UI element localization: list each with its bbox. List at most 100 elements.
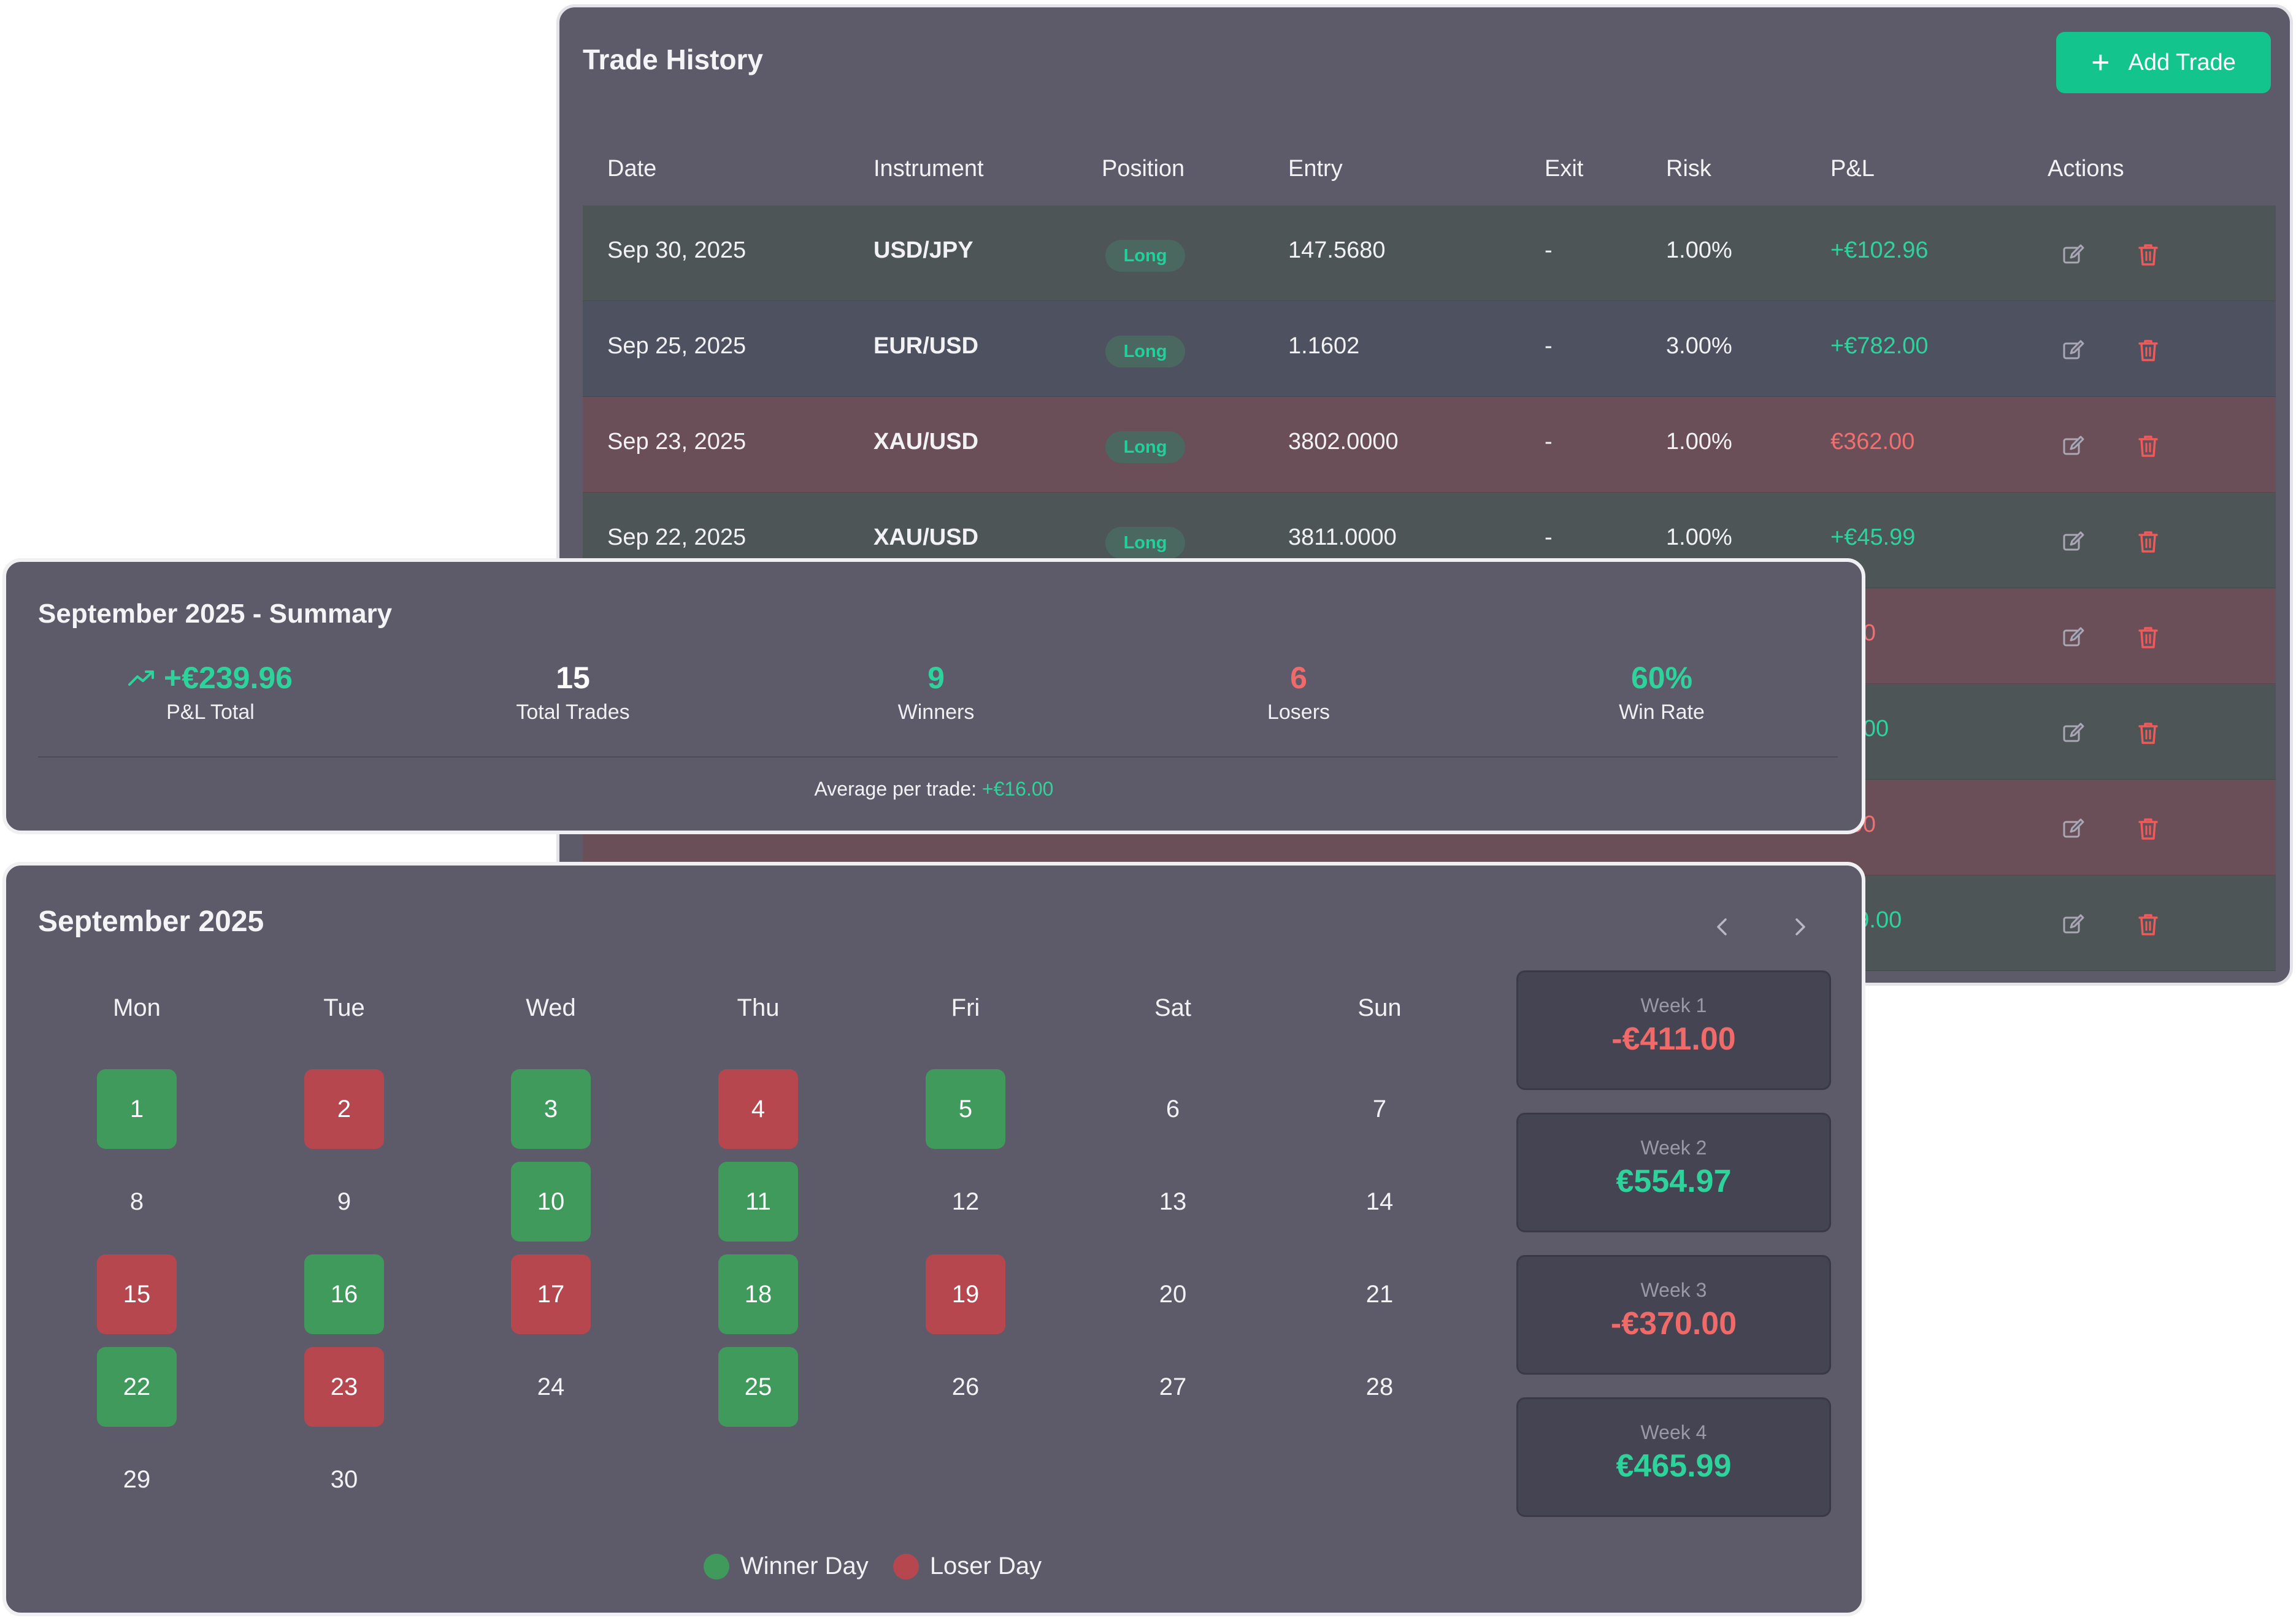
edit-icon[interactable] xyxy=(2055,428,2092,464)
edit-icon[interactable] xyxy=(2055,236,2092,273)
calendar-day[interactable]: 21 xyxy=(1365,1281,1394,1308)
week-pnl: -€370.00 xyxy=(1610,1306,1737,1342)
column-header-exit[interactable]: Exit xyxy=(1545,156,1584,182)
legend-loser-day: Loser Day xyxy=(893,1553,1042,1580)
edit-icon[interactable] xyxy=(2055,906,2092,943)
calendar-day[interactable]: 8 xyxy=(129,1188,144,1215)
legend-dot xyxy=(893,1553,919,1580)
column-header-instrument[interactable]: Instrument xyxy=(873,156,984,182)
calendar-day[interactable]: 1 xyxy=(97,1069,177,1149)
calendar-day[interactable]: 26 xyxy=(951,1373,980,1400)
trash-icon[interactable] xyxy=(2130,428,2167,464)
column-header-position[interactable]: Position xyxy=(1102,156,1185,182)
stat-label: Win Rate xyxy=(1619,701,1705,724)
summary-title: September 2025 - Summary xyxy=(38,599,393,629)
calendar-day[interactable]: 18 xyxy=(718,1254,798,1334)
column-header-actions: Actions xyxy=(2048,156,2124,182)
calendar-day[interactable]: 16 xyxy=(304,1254,384,1334)
weekday-header: Sun xyxy=(1357,994,1402,1021)
week-summary-card[interactable]: Week 1 -€411.00 xyxy=(1516,970,1831,1090)
stat-value: 6 xyxy=(1290,661,1307,695)
next-month-button[interactable] xyxy=(1779,905,1822,948)
calendar-day[interactable]: 19 xyxy=(926,1254,1005,1334)
trade-instrument: XAU/USD xyxy=(873,524,979,550)
week-label: Week 2 xyxy=(1640,1137,1707,1159)
trash-icon[interactable] xyxy=(2130,810,2167,847)
trade-row[interactable]: Sep 25, 2025 EUR/USD 1.1602 - 3.00% +€782.00 L… xyxy=(583,301,2276,397)
trade-instrument: XAU/USD xyxy=(873,429,979,455)
trade-risk: 1.00% xyxy=(1666,237,1732,263)
calendar-day[interactable]: 6 xyxy=(1165,1096,1180,1123)
edit-icon[interactable] xyxy=(2055,715,2092,751)
calendar-day[interactable]: 22 xyxy=(97,1347,177,1427)
stat-label: Total Trades xyxy=(516,701,630,724)
trade-exit: - xyxy=(1545,429,1553,455)
calendar-day[interactable]: 5 xyxy=(926,1069,1005,1149)
calendar-day[interactable]: 3 xyxy=(511,1069,591,1149)
trash-icon[interactable] xyxy=(2130,332,2167,369)
column-header-date[interactable]: Date xyxy=(607,156,657,182)
calendar-day[interactable]: 28 xyxy=(1365,1373,1394,1400)
trade-entry: 1.1602 xyxy=(1288,333,1360,359)
monthly-summary-panel: September 2025 - Summary +€239.96 P&L To… xyxy=(2,558,1865,834)
add-trade-button[interactable]: + Add Trade xyxy=(2056,32,2271,93)
chevron-right-icon xyxy=(1795,918,1805,935)
week-summary-card[interactable]: Week 4 €465.99 xyxy=(1516,1397,1831,1517)
stat-value: 60% xyxy=(1630,661,1693,695)
week-summary-card[interactable]: Week 3 -€370.00 xyxy=(1516,1255,1831,1375)
position-badge: Long xyxy=(1105,240,1185,272)
stat-losers: 6 Losers xyxy=(1145,660,1452,724)
calendar-day[interactable]: 14 xyxy=(1365,1188,1394,1215)
calendar-day[interactable]: 9 xyxy=(337,1188,351,1215)
calendar-day[interactable]: 10 xyxy=(511,1162,591,1242)
position-badge: Long xyxy=(1105,336,1185,367)
column-header-risk[interactable]: Risk xyxy=(1666,156,1711,182)
trade-instrument: EUR/USD xyxy=(873,333,979,359)
calendar-day[interactable]: 4 xyxy=(718,1069,798,1149)
trending-up-icon xyxy=(128,670,155,686)
calendar-day[interactable]: 23 xyxy=(304,1347,384,1427)
trash-icon[interactable] xyxy=(2130,619,2167,656)
calendar-day[interactable]: 29 xyxy=(123,1466,151,1493)
calendar-day[interactable]: 13 xyxy=(1159,1188,1187,1215)
trade-row[interactable]: Sep 23, 2025 XAU/USD 3802.0000 - 1.00% €362.0… xyxy=(583,397,2276,493)
average-per-trade: Average per trade: +€16.00 xyxy=(6,778,1862,800)
trade-risk: 3.00% xyxy=(1666,333,1732,359)
stat-label: Losers xyxy=(1267,701,1330,724)
calendar-day[interactable]: 24 xyxy=(537,1373,565,1400)
column-header-entry[interactable]: Entry xyxy=(1288,156,1343,182)
legend-label: Winner Day xyxy=(740,1553,869,1580)
trade-pnl: +€45.99 xyxy=(1830,524,1916,550)
trash-icon[interactable] xyxy=(2130,715,2167,751)
trade-pnl: €362.00 xyxy=(1830,429,1915,455)
calendar-day[interactable]: 15 xyxy=(97,1254,177,1334)
calendar-day[interactable]: 2 xyxy=(304,1069,384,1149)
position-badge: Long xyxy=(1105,431,1185,463)
week-summary-card[interactable]: Week 2 €554.97 xyxy=(1516,1113,1831,1232)
trade-row[interactable]: Sep 30, 2025 USD/JPY 147.5680 - 1.00% +€102.9… xyxy=(583,205,2276,301)
previous-month-button[interactable] xyxy=(1700,905,1743,948)
edit-icon[interactable] xyxy=(2055,332,2092,369)
calendar-day[interactable]: 30 xyxy=(330,1466,358,1493)
calendar-day[interactable]: 12 xyxy=(951,1188,980,1215)
trade-exit: - xyxy=(1545,333,1553,359)
calendar-day[interactable]: 20 xyxy=(1159,1281,1187,1308)
trade-date: Sep 30, 2025 xyxy=(607,237,747,263)
edit-icon[interactable] xyxy=(2055,523,2092,560)
calendar-day[interactable]: 11 xyxy=(718,1162,798,1242)
edit-icon[interactable] xyxy=(2055,810,2092,847)
trade-entry: 147.5680 xyxy=(1288,237,1386,263)
trash-icon[interactable] xyxy=(2130,906,2167,943)
calendar-day[interactable]: 7 xyxy=(1372,1096,1387,1123)
position-badge: Long xyxy=(1105,527,1185,559)
calendar-day[interactable]: 17 xyxy=(511,1254,591,1334)
legend-label: Loser Day xyxy=(929,1553,1042,1580)
trash-icon[interactable] xyxy=(2130,236,2167,273)
trade-table-header: Date Instrument Position Entry Exit Risk… xyxy=(583,136,2276,210)
calendar-day[interactable]: 27 xyxy=(1159,1373,1187,1400)
trade-risk: 1.00% xyxy=(1666,524,1732,550)
column-header-pnl[interactable]: P&L xyxy=(1830,156,1875,182)
edit-icon[interactable] xyxy=(2055,619,2092,656)
trash-icon[interactable] xyxy=(2130,523,2167,560)
calendar-day[interactable]: 25 xyxy=(718,1347,798,1427)
